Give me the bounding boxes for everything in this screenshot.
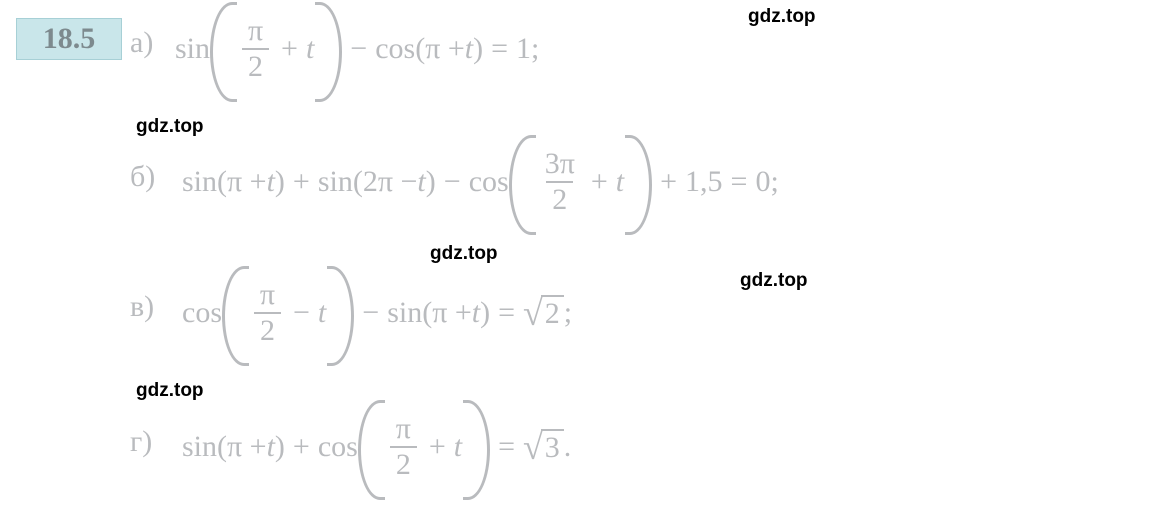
math-text: 0; <box>755 165 778 199</box>
equation: cosπ2−t−sin (π + t)=√2; <box>182 266 572 360</box>
math-op: + <box>583 165 616 199</box>
watermark: gdz.top <box>748 6 816 28</box>
math-text: ) <box>275 165 285 199</box>
math-func: cos <box>469 165 509 199</box>
math-text: ) <box>480 296 490 330</box>
math-var: t <box>417 165 425 199</box>
math-text: 1,5 <box>685 165 723 199</box>
math-big-paren: 3π2+t <box>509 135 652 229</box>
math-var: t <box>267 165 275 199</box>
equation: sin (π + t)+sin (2π − t)−cos3π2+t+1,5=0; <box>182 135 779 229</box>
math-func: cos <box>318 430 358 464</box>
math-fraction: π2 <box>242 16 269 82</box>
math-op: − <box>436 165 469 199</box>
subitem-label: а) <box>130 26 153 60</box>
math-op: + <box>421 430 454 464</box>
math-var: t <box>267 430 275 464</box>
problem-number-badge: 18.5 <box>16 18 122 60</box>
page: 18.5 gdz.topgdz.topgdz.topgdz.topgdz.top… <box>0 0 1152 517</box>
math-fraction: π2 <box>254 280 281 346</box>
math-text: ) <box>275 430 285 464</box>
math-big-paren: π2+t <box>358 400 490 494</box>
math-func: cos <box>182 296 222 330</box>
watermark: gdz.top <box>136 380 204 402</box>
math-var: t <box>472 296 480 330</box>
math-var: t <box>465 32 473 66</box>
math-var: t <box>318 296 326 330</box>
math-paren-text: (π + <box>217 430 267 464</box>
math-op: − <box>285 296 318 330</box>
math-text: ) <box>473 32 483 66</box>
math-func: sin <box>387 296 422 330</box>
math-op: = <box>723 165 756 199</box>
math-op: + <box>285 430 318 464</box>
math-op: + <box>273 32 306 66</box>
math-paren-text: (2π − <box>353 165 418 199</box>
watermark: gdz.top <box>740 270 808 292</box>
math-paren-text: (π + <box>415 32 465 66</box>
math-paren-text: (π + <box>422 296 472 330</box>
math-func: sin <box>182 165 217 199</box>
math-func: sin <box>318 165 353 199</box>
math-text: 1; <box>516 32 539 66</box>
math-fraction: π2 <box>390 414 417 480</box>
subitem-label: г) <box>130 425 152 459</box>
math-op: = <box>490 430 523 464</box>
math-sqrt: √3 <box>523 426 564 468</box>
math-op: − <box>354 296 387 330</box>
math-op: + <box>652 165 685 199</box>
math-var: t <box>454 430 462 464</box>
math-var: t <box>616 165 624 199</box>
math-text: . <box>564 430 572 464</box>
math-big-paren: π2−t <box>222 266 354 360</box>
watermark: gdz.top <box>430 243 498 265</box>
subitem-label: б) <box>130 160 155 194</box>
equation: sinπ2+t−cos(π + t)=1; <box>175 2 539 96</box>
math-op: + <box>285 165 318 199</box>
math-op: − <box>342 32 375 66</box>
math-big-paren: π2+t <box>210 2 342 96</box>
math-var: t <box>306 32 314 66</box>
math-text: ) <box>426 165 436 199</box>
math-func: sin <box>182 430 217 464</box>
math-func: cos <box>375 32 415 66</box>
math-op: = <box>490 296 523 330</box>
math-fraction: 3π2 <box>541 149 579 215</box>
math-func: sin <box>175 32 210 66</box>
math-sqrt: √2 <box>523 292 564 334</box>
math-op: = <box>483 32 516 66</box>
subitem-label: в) <box>130 290 154 324</box>
math-paren-text: (π + <box>217 165 267 199</box>
math-text: ; <box>564 296 572 330</box>
equation: sin (π + t)+cosπ2+t=√3. <box>182 400 571 494</box>
